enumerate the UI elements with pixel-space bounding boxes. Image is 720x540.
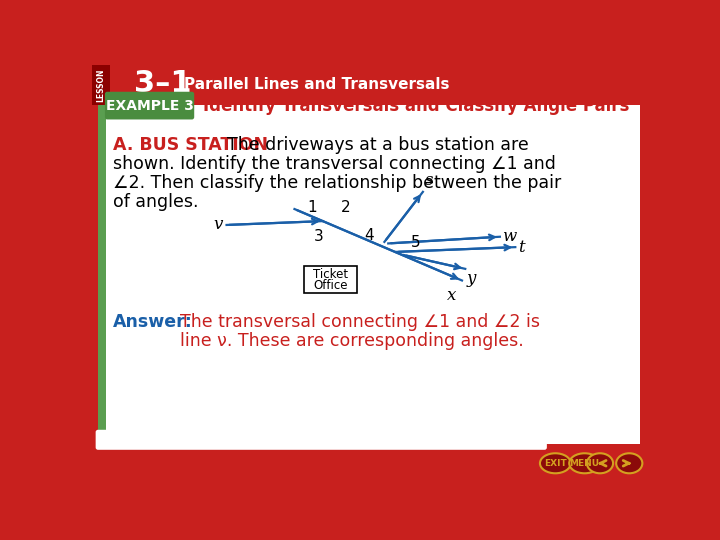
Ellipse shape bbox=[587, 453, 613, 473]
Text: Office: Office bbox=[313, 279, 348, 292]
Text: EXIT: EXIT bbox=[544, 459, 567, 468]
Ellipse shape bbox=[616, 453, 642, 473]
Bar bbox=[304, 266, 357, 294]
Ellipse shape bbox=[540, 453, 571, 473]
FancyBboxPatch shape bbox=[96, 430, 547, 450]
Bar bbox=[98, 105, 640, 444]
Ellipse shape bbox=[570, 453, 600, 473]
Bar bbox=[98, 105, 106, 444]
Text: line ν. These are corresponding angles.: line ν. These are corresponding angles. bbox=[180, 332, 524, 350]
Text: 3–1: 3–1 bbox=[134, 69, 192, 98]
Text: 5: 5 bbox=[410, 234, 420, 249]
Text: of angles.: of angles. bbox=[113, 193, 199, 211]
Bar bbox=[92, 446, 647, 481]
Text: Parallel Lines and Transversals: Parallel Lines and Transversals bbox=[184, 77, 450, 92]
Text: ∠2. Then classify the relationship between the pair: ∠2. Then classify the relationship betwe… bbox=[113, 174, 562, 192]
Text: Answer:: Answer: bbox=[113, 313, 193, 330]
Text: LESSON: LESSON bbox=[96, 68, 106, 102]
Text: 4: 4 bbox=[364, 228, 374, 242]
Text: Identify Transversals and Classify Angle Pairs: Identify Transversals and Classify Angle… bbox=[204, 97, 630, 114]
Text: 2: 2 bbox=[341, 200, 351, 215]
Bar bbox=[92, 65, 110, 105]
Text: 1: 1 bbox=[307, 200, 317, 215]
Text: A. BUS STATION: A. BUS STATION bbox=[113, 136, 269, 154]
Text: shown. Identify the transversal connecting ∠1 and: shown. Identify the transversal connecti… bbox=[113, 155, 557, 173]
Text: t: t bbox=[518, 239, 524, 255]
Text: x: x bbox=[446, 287, 456, 303]
Bar bbox=[92, 65, 647, 105]
Text: Ticket: Ticket bbox=[313, 268, 348, 281]
Text: The driveways at a bus station are: The driveways at a bus station are bbox=[227, 136, 528, 154]
Text: w: w bbox=[503, 228, 516, 245]
Text: v: v bbox=[213, 217, 222, 233]
FancyBboxPatch shape bbox=[105, 92, 194, 119]
Text: MENU: MENU bbox=[570, 459, 600, 468]
Text: 3: 3 bbox=[314, 229, 324, 244]
Text: s: s bbox=[425, 172, 433, 189]
Text: y: y bbox=[467, 271, 476, 287]
Text: EXAMPLE 3: EXAMPLE 3 bbox=[106, 99, 194, 113]
Text: The transversal connecting ∠1 and ∠2 is: The transversal connecting ∠1 and ∠2 is bbox=[180, 313, 540, 330]
